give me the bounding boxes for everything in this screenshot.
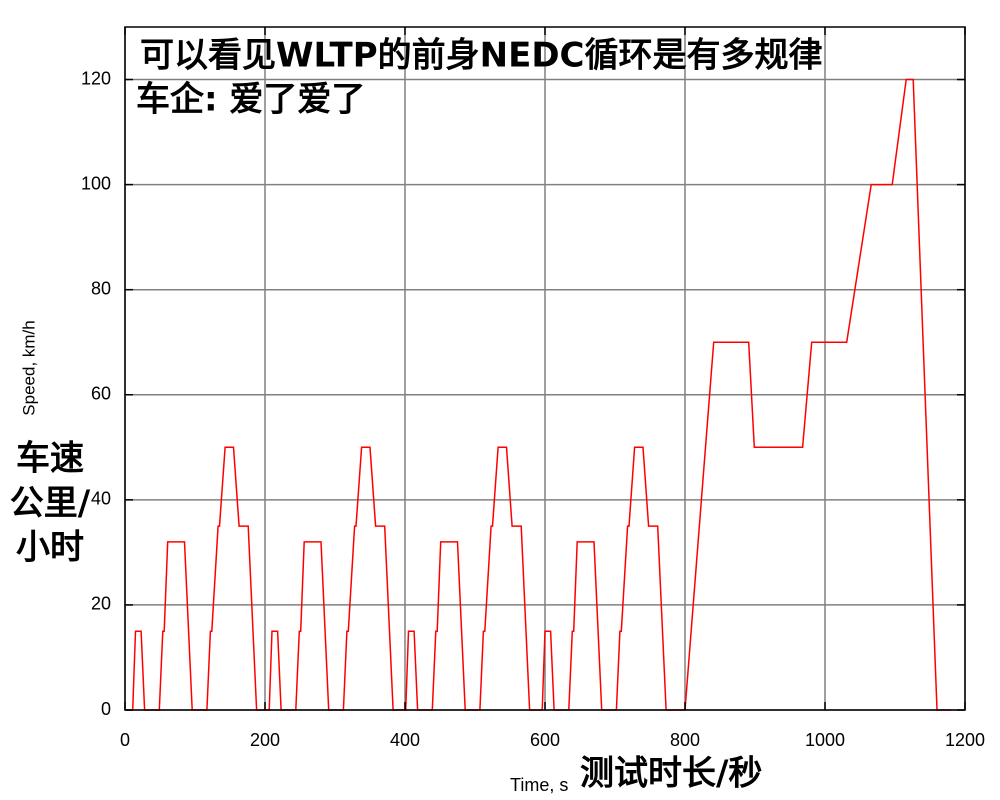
y-tick-label: 80 [91, 278, 111, 298]
y-axis-label: Speed, km/h [19, 320, 38, 415]
x-tick-label: 1000 [805, 730, 845, 750]
y-annotation: 车速 [16, 439, 84, 479]
x-annotation: 测试时长/秒 [580, 754, 762, 794]
x-tick-label: 600 [530, 730, 560, 750]
y-tick-label: 100 [81, 173, 111, 193]
x-tick-label: 200 [250, 730, 280, 750]
speed-line [125, 78, 951, 711]
x-tick-label: 0 [120, 730, 130, 750]
chart-subtitle: 车企: 爱了爱了 [136, 80, 365, 120]
x-tick-label: 800 [670, 730, 700, 750]
y-tick-label: 120 [81, 68, 111, 88]
y-tick-label: 0 [101, 699, 111, 719]
y-tick-label: 20 [91, 594, 111, 614]
x-axis-label: Time, s [510, 775, 568, 795]
y-annotation: 公里/ [10, 484, 91, 524]
chart-title: 可以看见WLTP的前身NEDC循环是有多规律 [140, 36, 823, 76]
x-tick-label: 1200 [945, 730, 985, 750]
y-annotation: 小时 [16, 528, 84, 568]
y-tick-label: 60 [91, 384, 111, 404]
y-tick-label: 40 [91, 489, 111, 509]
plot [125, 78, 951, 711]
x-tick-label: 400 [390, 730, 420, 750]
